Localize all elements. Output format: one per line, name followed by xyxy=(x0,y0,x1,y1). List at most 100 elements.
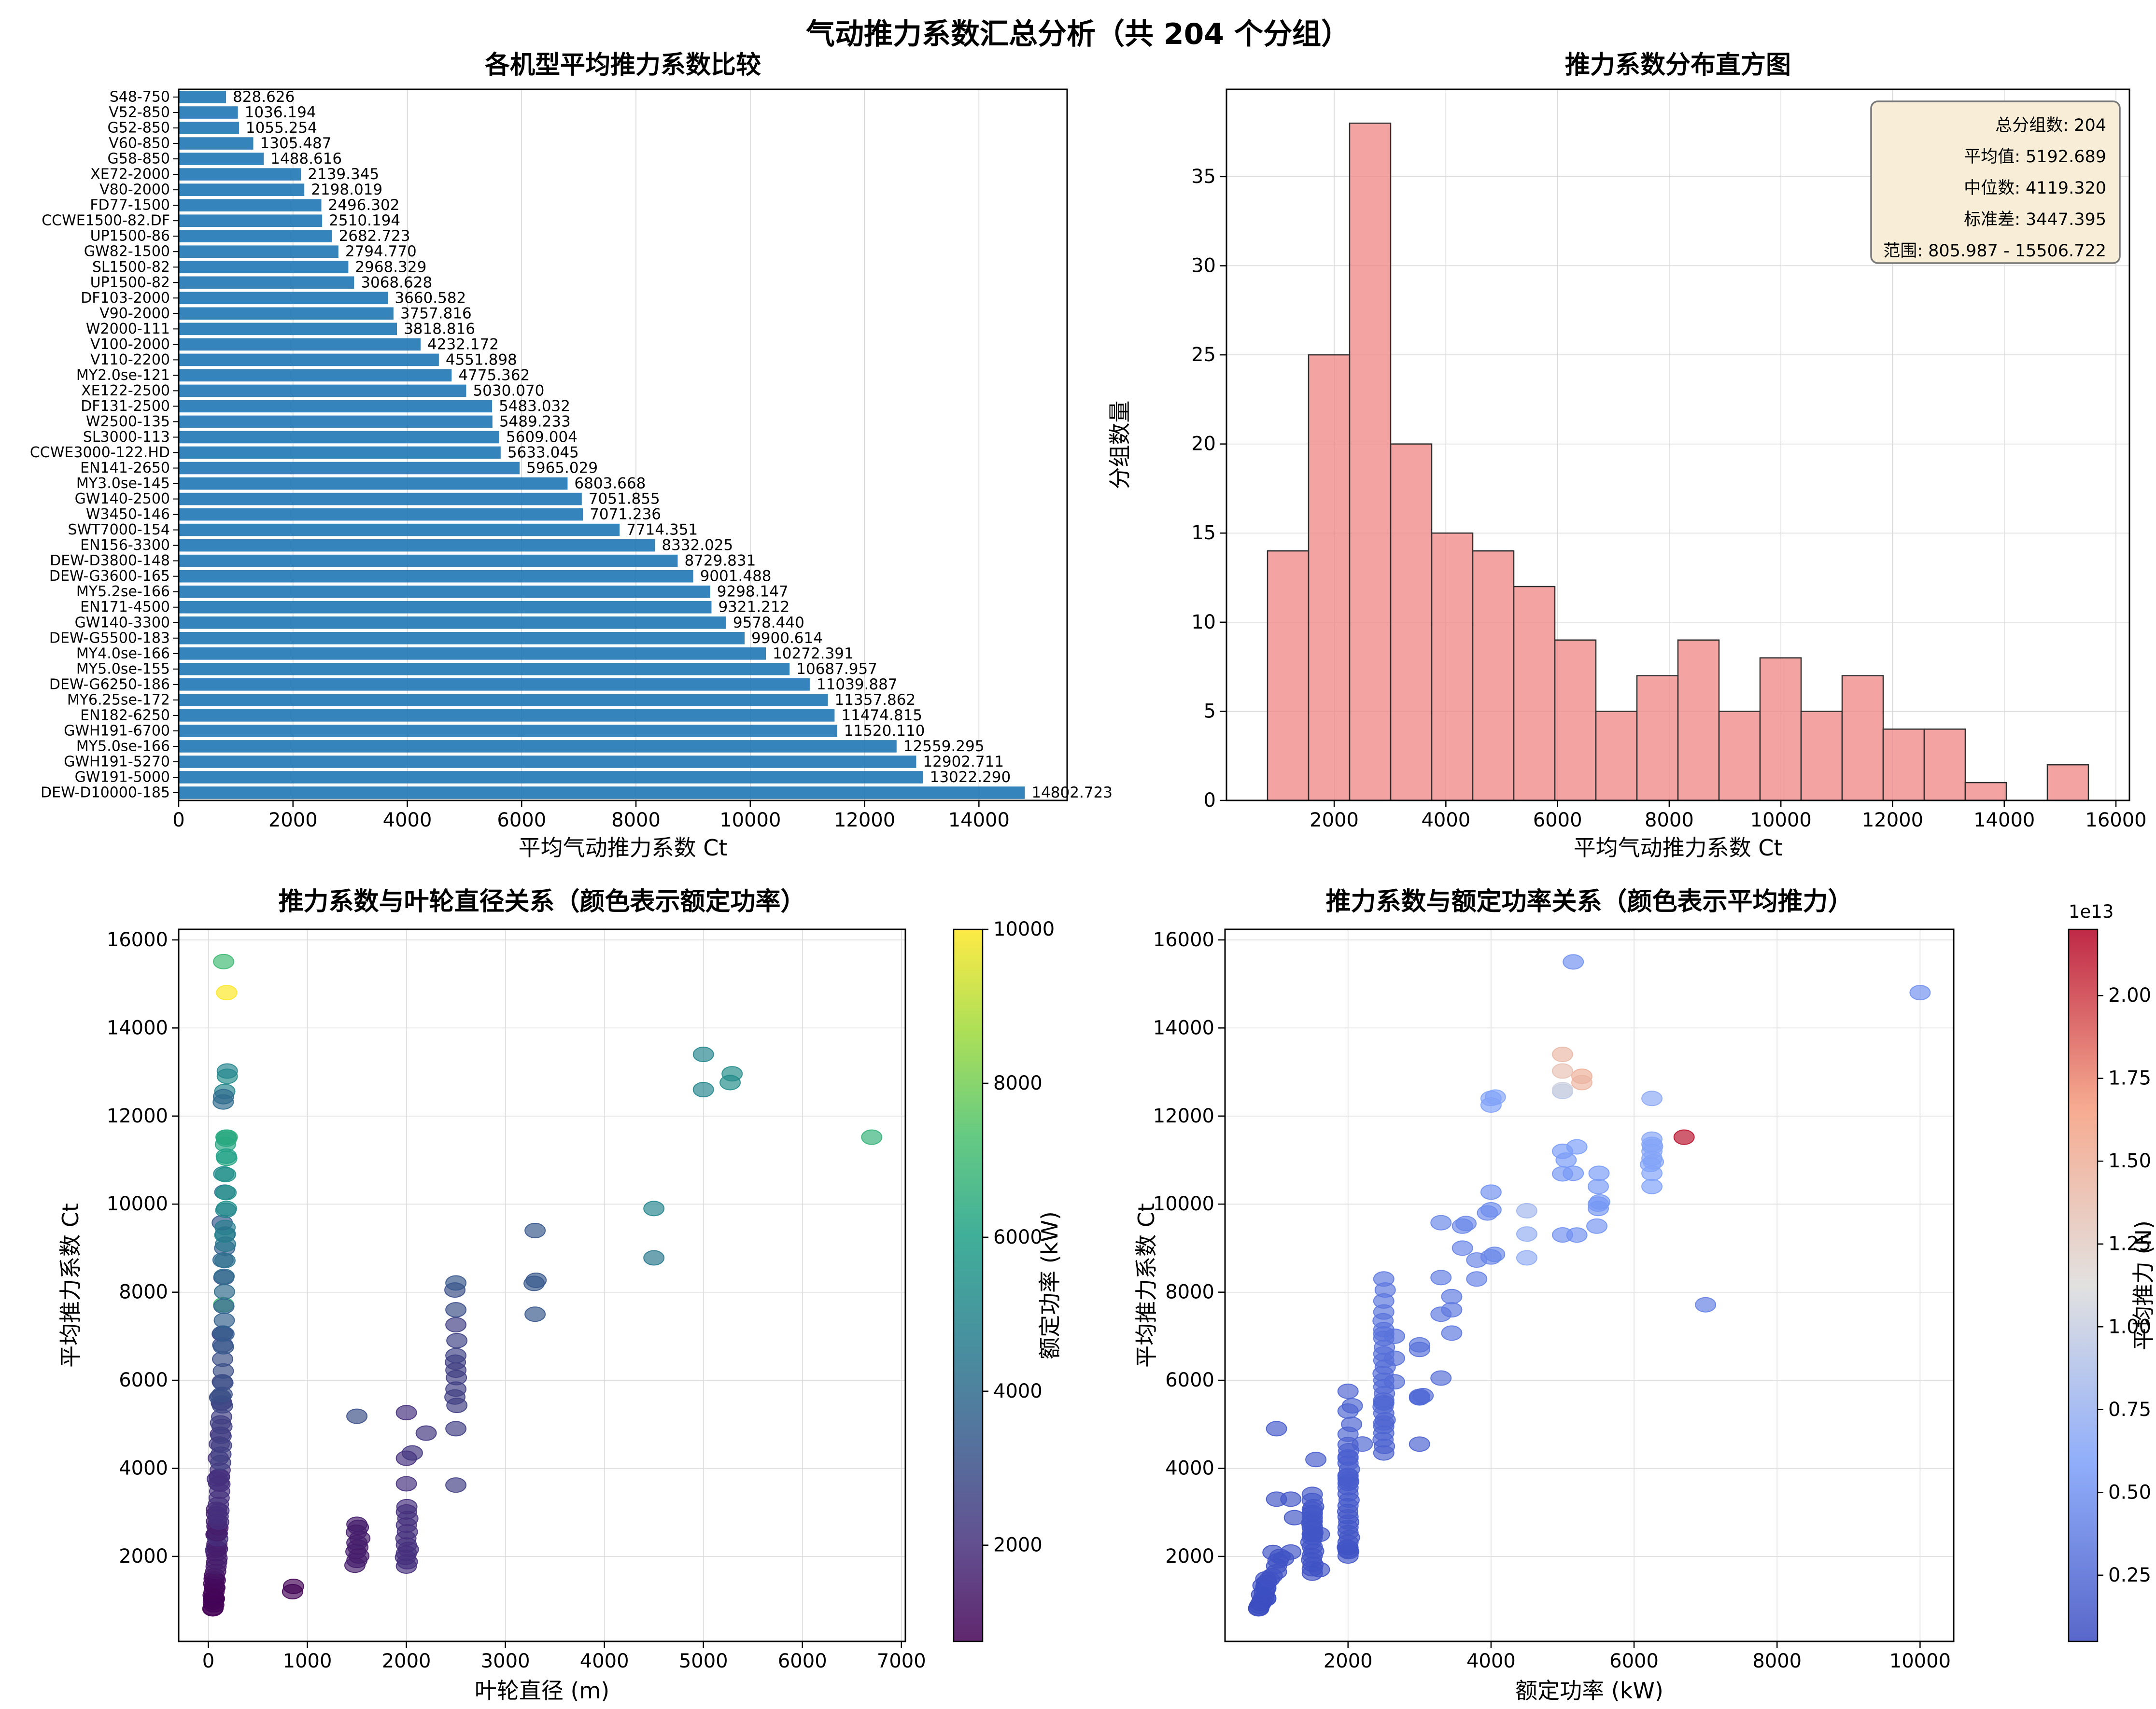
colorbar-offset-text: 1e13 xyxy=(2069,901,2114,922)
bar-value-label: 9578.440 xyxy=(733,614,804,631)
x-tick-label: 4000 xyxy=(383,809,432,831)
scatter-point xyxy=(1430,1270,1452,1286)
scatter-point xyxy=(1309,1527,1330,1542)
scatter-point xyxy=(216,1063,238,1079)
colorbar: 2000 4000 6000 8000 10000 额定功率 (kW) xyxy=(953,918,1063,1642)
colorbar-tick-label: 0.50 xyxy=(2108,1481,2151,1503)
y-category-label: EN182-6250 xyxy=(80,707,170,724)
y-tick-label: 4000 xyxy=(1165,1457,1214,1480)
bar-value-label: 5030.070 xyxy=(473,382,544,399)
subplot-title: 各机型平均推力系数比较 xyxy=(485,51,761,80)
y-tick-label: 10 xyxy=(1191,611,1216,633)
bar xyxy=(179,183,305,196)
x-tick-label: 6000 xyxy=(1533,809,1582,831)
scatter-point xyxy=(1563,1165,1584,1181)
y-category-label: W3450-146 xyxy=(86,506,170,523)
bar-value-label: 3757.816 xyxy=(400,305,472,322)
scatter-point xyxy=(282,1578,304,1594)
scatter-point xyxy=(214,1252,236,1268)
bar xyxy=(179,400,493,413)
y-category-label: SL3000-113 xyxy=(83,429,170,446)
scatter-ct-vs-power: 2000 4000 6000 8000 10000 2000 4000 6000 8000 100… xyxy=(1133,887,2156,1704)
scatter-point xyxy=(1516,1203,1537,1219)
y-category-label: MY3.0se-145 xyxy=(76,475,170,492)
bar-value-label: 9298.147 xyxy=(717,583,789,601)
x-tick-label: 6000 xyxy=(497,809,546,831)
bar-series: 828.6261036.1941055.2541305.4871488.6162… xyxy=(179,88,1113,801)
bar xyxy=(179,338,421,351)
bar xyxy=(179,740,897,753)
y-category-label: GWH191-5270 xyxy=(64,753,170,770)
y-category-label: G52-850 xyxy=(107,120,170,137)
bar xyxy=(179,137,254,150)
bar-value-label: 9900.614 xyxy=(751,630,823,647)
x-tick-label: 12000 xyxy=(834,809,895,831)
y-category-label: SWT7000-154 xyxy=(68,521,170,538)
y-category-label: DF103-2000 xyxy=(81,290,170,307)
stats-line: 范围: 805.987 - 15506.722 xyxy=(1883,241,2106,261)
scatter-point xyxy=(1484,1089,1506,1105)
hist-bar xyxy=(1554,639,1597,801)
scatter-point xyxy=(216,985,238,1001)
hist-bar xyxy=(1267,550,1310,801)
bar-value-label: 5965.029 xyxy=(526,460,598,477)
x-tick-label: 4000 xyxy=(580,1650,629,1672)
figure-suptitle: 气动推力系数汇总分析（共 204 个分组） xyxy=(805,17,1351,51)
scatter-point xyxy=(445,1275,467,1291)
colorbar-tick-label: 0.75 xyxy=(2108,1399,2151,1421)
y-category-label: EN156-3300 xyxy=(80,537,170,554)
histogram-series xyxy=(1267,122,2089,801)
y-category-label: V90-2000 xyxy=(99,305,170,322)
hist-bar xyxy=(1759,657,1802,801)
bar xyxy=(179,477,568,490)
scatter-point xyxy=(1588,1165,1610,1181)
bar-value-label: 5609.004 xyxy=(506,428,578,446)
bar xyxy=(179,91,226,103)
x-tick-label: 12000 xyxy=(1862,809,1923,831)
scatter-point xyxy=(1641,1091,1663,1107)
scatter-point xyxy=(692,1082,714,1098)
x-tick-label: 6000 xyxy=(778,1650,827,1672)
y-category-label: DEW-D3800-148 xyxy=(50,552,170,569)
scatter-point xyxy=(1383,1350,1405,1366)
y-category-label: MY5.2se-166 xyxy=(76,583,170,600)
bar-value-label: 5483.032 xyxy=(499,397,570,415)
scatter-point xyxy=(1441,1325,1463,1341)
x-tick-label: 14000 xyxy=(948,809,1010,831)
y-axis-label: 平均推力系数 Ct xyxy=(1133,1203,1159,1368)
scatter-point xyxy=(1451,1240,1473,1256)
colorbar-tick-label: 8000 xyxy=(993,1072,1043,1094)
hist-bar xyxy=(1595,711,1638,801)
bar xyxy=(179,462,520,475)
scatter-point xyxy=(1551,1082,1573,1098)
scatter-point xyxy=(1516,1226,1537,1242)
x-tick-label: 16000 xyxy=(2085,809,2146,831)
grid xyxy=(1225,929,1954,1641)
bar xyxy=(179,153,264,165)
scatter-point xyxy=(1441,1302,1463,1318)
scatter-point xyxy=(1266,1421,1287,1437)
stats-line: 总分组数: 204 xyxy=(1995,116,2106,135)
colorbar-tick-label: 0.25 xyxy=(2108,1564,2151,1586)
scatter-point xyxy=(1441,1289,1463,1304)
scatter-point xyxy=(1566,1139,1588,1155)
bar xyxy=(179,523,620,536)
bar-value-label: 5489.233 xyxy=(499,413,571,430)
bar-value-label: 4551.898 xyxy=(446,351,517,368)
bar xyxy=(179,106,238,119)
x-tick-label: 8000 xyxy=(1752,1650,1802,1672)
axes-frame xyxy=(1226,88,2130,801)
y-category-label: DEW-D10000-185 xyxy=(41,784,170,801)
y-category-label: GW140-3300 xyxy=(75,614,170,631)
bar-value-label: 2198.019 xyxy=(311,181,382,198)
scatter-point xyxy=(1341,1416,1363,1432)
y-category-label: V52-850 xyxy=(109,104,170,121)
bar-value-label: 8729.831 xyxy=(684,552,756,570)
bar xyxy=(179,261,349,274)
hist-bar xyxy=(1718,711,1761,801)
bar-value-label: 11474.815 xyxy=(841,707,922,724)
colorbar-tick-label: 6000 xyxy=(993,1226,1043,1248)
y-category-label: GWH191-6700 xyxy=(64,722,170,739)
scatter-point xyxy=(1266,1491,1287,1507)
bar-value-label: 4232.172 xyxy=(427,336,499,353)
